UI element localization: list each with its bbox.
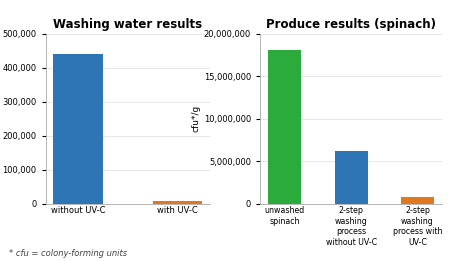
Bar bbox=[334, 151, 367, 204]
Bar bbox=[268, 50, 301, 204]
Bar bbox=[152, 201, 202, 204]
Text: * cfu = colony-forming units: * cfu = colony-forming units bbox=[9, 249, 127, 258]
Bar bbox=[400, 197, 433, 204]
Y-axis label: cfu*/g: cfu*/g bbox=[192, 105, 200, 132]
Title: Produce results (spinach): Produce results (spinach) bbox=[266, 18, 435, 31]
Title: Washing water results: Washing water results bbox=[53, 18, 202, 31]
Bar bbox=[53, 54, 102, 204]
